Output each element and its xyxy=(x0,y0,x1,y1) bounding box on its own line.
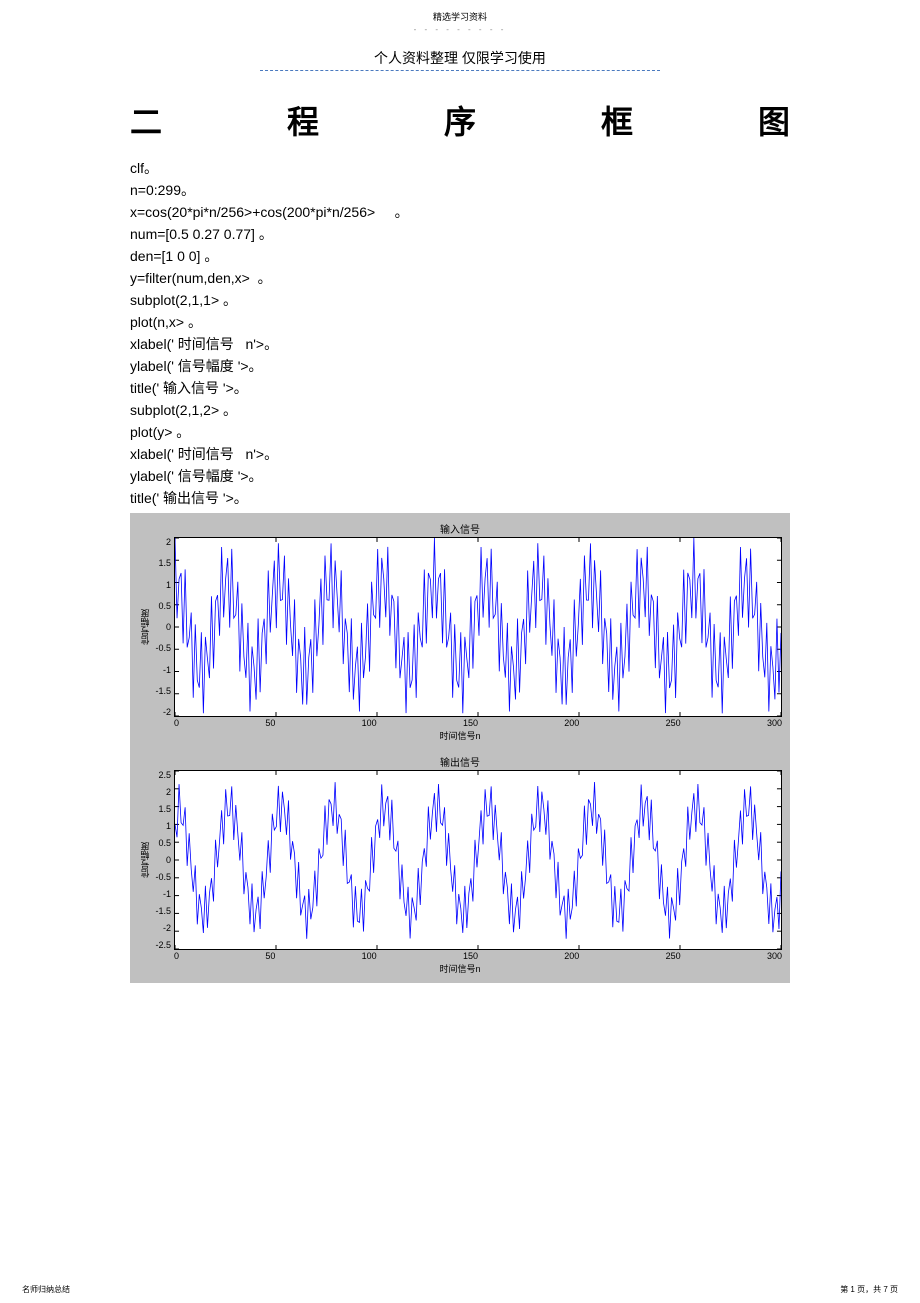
chart1-yticks: 2 1.5 1 0.5 0 -0.5 -1 -1.5 -2 xyxy=(152,537,174,717)
tick-label: 0 xyxy=(174,718,179,728)
tick-label: -1 xyxy=(152,665,171,675)
tick-label: -2 xyxy=(152,923,171,933)
tick-label: 250 xyxy=(666,951,681,961)
tick-label: 1 xyxy=(152,580,171,590)
tick-label: 2.5 xyxy=(152,770,171,780)
tick-label: -1.5 xyxy=(152,906,171,916)
chart1-title: 输入信号 xyxy=(138,519,782,537)
subplot-output: 输出信号 信号幅度 2.5 2 1.5 1 0.5 0 -0.5 -1 -1.5 -2 -2.5 0… xyxy=(138,752,782,975)
code-block: clf。 n=0:299。 x=cos(20*pi*n/256>+cos(200… xyxy=(130,157,880,509)
tick-label: 1.5 xyxy=(152,804,171,814)
tick-label: 0 xyxy=(152,622,171,632)
tick-label: 1 xyxy=(152,821,171,831)
tick-label: 0 xyxy=(152,855,171,865)
tick-label: 0.5 xyxy=(152,838,171,848)
chart1-xlabel: 时间信号n xyxy=(138,728,782,742)
tick-label: 2 xyxy=(152,787,171,797)
tick-label: 150 xyxy=(463,718,478,728)
chart2-title: 输出信号 xyxy=(138,752,782,770)
chart2-plot xyxy=(174,770,782,950)
chart-area: 输入信号 信号幅度 21.510.50-0.5-1-1.5-2 05010015… xyxy=(130,513,790,983)
title-char: 程 xyxy=(287,97,319,143)
chart1-ylabel: 信号幅度 xyxy=(138,537,152,717)
tick-label: 50 xyxy=(265,951,275,961)
tick-label: 0.5 xyxy=(152,601,171,611)
subplot-input: 输入信号 信号幅度 2 1.5 1 0.5 0 -0.5 -1 -1.5 -2 0 50 100 15… xyxy=(138,519,782,742)
tick-label: -1 xyxy=(152,889,171,899)
footer-left: 名师归纳总结 xyxy=(22,1284,70,1295)
tick-label: 150 xyxy=(463,951,478,961)
tick-label: 0 xyxy=(174,951,179,961)
chart2-ylabel: 信号幅度 xyxy=(138,770,152,950)
tick-label: 100 xyxy=(362,951,377,961)
top-header: 精选学习资料 xyxy=(40,10,880,23)
main-title: 二 程 序 框 图 xyxy=(130,97,790,143)
tick-label: 300 xyxy=(767,951,782,961)
chart1-plot xyxy=(174,537,782,717)
tick-label: -2.5 xyxy=(152,940,171,950)
tick-label: 2 xyxy=(152,537,171,547)
tick-label: -0.5 xyxy=(152,643,171,653)
title-char: 二 xyxy=(130,97,162,143)
chart2-yticks: 2.5 2 1.5 1 0.5 0 -0.5 -1 -1.5 -2 -2.5 xyxy=(152,770,174,950)
sub-header: 个人资料整理 仅限学习使用 xyxy=(260,48,660,71)
title-char: 框 xyxy=(601,97,633,143)
title-char: 序 xyxy=(444,97,476,143)
header-dots: - - - - - - - - - xyxy=(40,25,880,34)
tick-label: -0.5 xyxy=(152,872,171,882)
chart1-xticks: 0 50 100 150 200 250 300 xyxy=(138,717,782,728)
tick-label: -2 xyxy=(152,707,171,717)
tick-label: 300 xyxy=(767,718,782,728)
tick-label: 1.5 xyxy=(152,558,171,568)
tick-label: 50 xyxy=(265,718,275,728)
chart2-xticks: 0 50 100 150 200 250 300 xyxy=(138,950,782,961)
chart2-xlabel: 时间信号n xyxy=(138,961,782,975)
tick-label: 100 xyxy=(362,718,377,728)
tick-label: 200 xyxy=(564,951,579,961)
footer-right: 第 1 页，共 7 页 xyxy=(840,1284,898,1295)
tick-label: 250 xyxy=(666,718,681,728)
tick-label: 200 xyxy=(564,718,579,728)
title-char: 图 xyxy=(758,97,790,143)
tick-label: -1.5 xyxy=(152,686,171,696)
